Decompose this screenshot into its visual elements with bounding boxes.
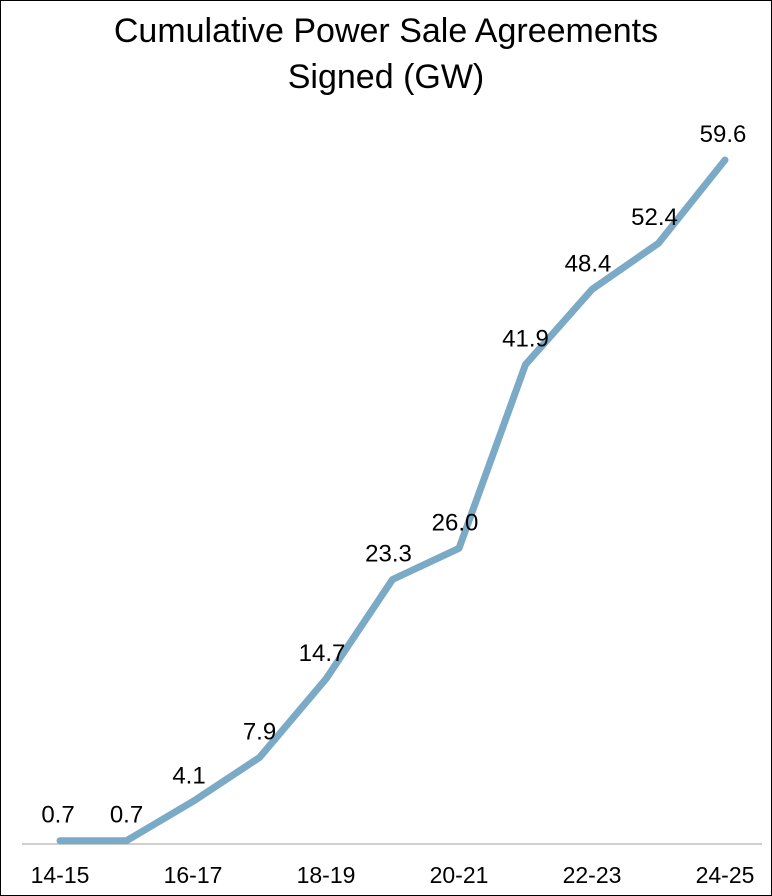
data-label: 0.7: [110, 802, 143, 829]
x-tick-label: 22-23: [563, 862, 622, 888]
chart-title-line-1: Cumulative Power Sale Agreements: [114, 12, 658, 50]
x-tick-label: 24-25: [696, 862, 755, 888]
x-tick-label: 20-21: [430, 862, 489, 888]
data-label: 23.3: [365, 541, 412, 568]
chart-title-line-2: Signed (GW): [288, 58, 485, 96]
x-tick-labels: 14-15 16-17 18-19 20-21 22-23 24-25: [31, 862, 755, 888]
chart-title: Cumulative Power Sale Agreements Signed …: [114, 12, 658, 96]
x-tick-label: 14-15: [31, 862, 90, 888]
data-label: 41.9: [502, 326, 549, 353]
data-label: 48.4: [565, 250, 612, 277]
data-labels: 0.7 0.7 4.1 7.9 14.7 23.3 26.0 41.9 48.4 52.4 59.6: [41, 121, 746, 829]
data-label: 14.7: [299, 640, 346, 667]
series-group: [56, 156, 729, 845]
data-label: 52.4: [631, 204, 678, 231]
data-label: 7.9: [243, 719, 276, 746]
x-tick-label: 18-19: [297, 862, 356, 888]
data-label: 0.7: [41, 802, 74, 829]
data-label: 59.6: [700, 121, 747, 148]
x-tick-label: 16-17: [164, 862, 223, 888]
series-line: [56, 156, 729, 845]
data-label: 26.0: [432, 509, 479, 536]
data-label: 4.1: [172, 762, 205, 789]
